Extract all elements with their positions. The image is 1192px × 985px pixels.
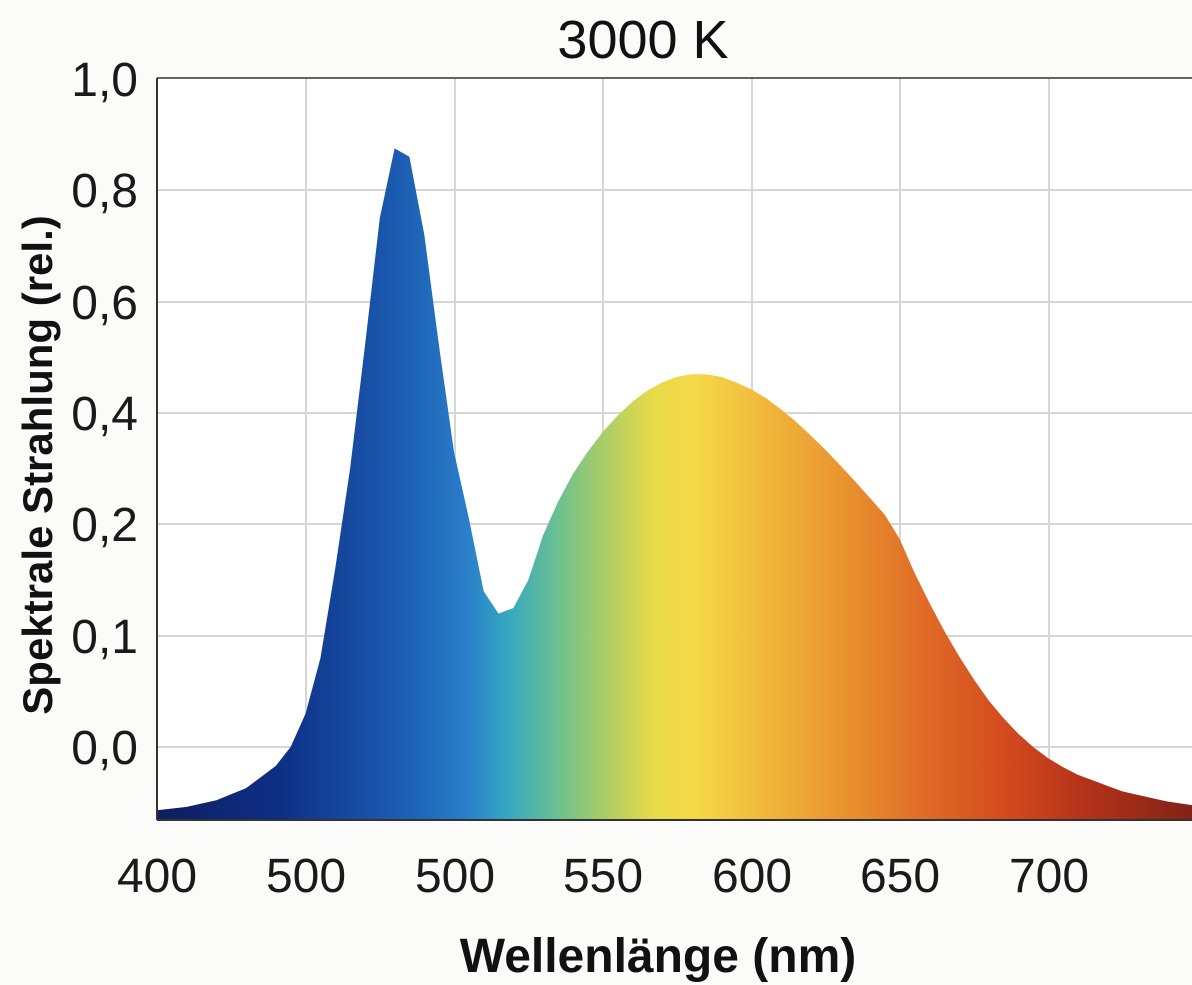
y-axis-label: Spektrale Strahlung (rel.) [14,215,61,714]
y-tick-label: 0,2 [71,499,138,552]
x-axis-label: Wellenlänge (nm) [460,930,857,983]
x-tick-label: 650 [860,850,940,903]
x-tick-labels: 400 500 500 550 600 650 700 [117,850,1089,903]
x-tick-label: 600 [712,850,792,903]
x-tick-label: 550 [563,850,643,903]
y-tick-label: 0,6 [71,277,138,330]
y-tick-label: 0,1 [71,611,138,664]
x-tick-label: 500 [266,850,346,903]
spectrum-area [157,148,1192,820]
y-tick-labels: 0,0 0,1 0,2 0,4 0,6 0,8 1,0 [71,54,138,775]
y-tick-label: 0,4 [71,388,138,441]
x-tick-label: 700 [1009,850,1089,903]
x-tick-label: 400 [117,850,197,903]
y-tick-label: 0,8 [71,165,138,218]
y-tick-label: 1,0 [71,54,138,107]
y-tick-label: 0,0 [71,722,138,775]
chart-title: 3000 K [557,10,728,70]
x-tick-label: 500 [415,850,495,903]
